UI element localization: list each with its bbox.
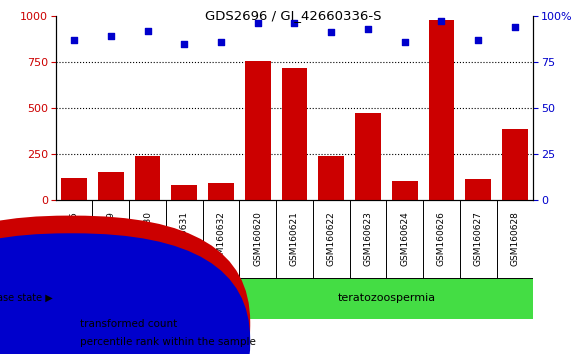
Text: GDS2696 / GI_42660336-S: GDS2696 / GI_42660336-S bbox=[205, 9, 381, 22]
Bar bbox=[318, 156, 344, 200]
Point bbox=[290, 21, 299, 26]
Text: GSM160624: GSM160624 bbox=[400, 212, 409, 266]
Point bbox=[437, 19, 446, 24]
Point bbox=[510, 24, 520, 30]
Bar bbox=[239, 278, 533, 319]
Text: teratozoospermia: teratozoospermia bbox=[338, 293, 435, 303]
Bar bbox=[428, 19, 454, 200]
Point bbox=[400, 39, 410, 45]
Text: percentile rank within the sample: percentile rank within the sample bbox=[80, 337, 256, 347]
Point bbox=[69, 37, 79, 43]
Bar bbox=[171, 185, 197, 200]
Text: GSM160629: GSM160629 bbox=[106, 211, 115, 267]
Text: GSM160631: GSM160631 bbox=[180, 211, 189, 267]
Bar bbox=[56, 278, 239, 319]
Point bbox=[326, 30, 336, 35]
Text: transformed count: transformed count bbox=[80, 319, 178, 329]
Text: GSM160623: GSM160623 bbox=[363, 211, 373, 267]
Bar bbox=[392, 181, 418, 200]
Text: GSM160628: GSM160628 bbox=[510, 211, 519, 267]
Point bbox=[473, 37, 483, 43]
Bar bbox=[135, 156, 161, 200]
Text: GSM160621: GSM160621 bbox=[290, 211, 299, 267]
Bar bbox=[502, 129, 528, 200]
Point bbox=[143, 28, 152, 34]
Text: GSM160622: GSM160622 bbox=[327, 212, 336, 266]
Point bbox=[106, 33, 115, 39]
Text: GSM160625: GSM160625 bbox=[70, 211, 79, 267]
Text: GSM160630: GSM160630 bbox=[143, 211, 152, 267]
Text: GSM160632: GSM160632 bbox=[216, 211, 226, 267]
Point bbox=[216, 39, 226, 45]
Point bbox=[179, 41, 189, 46]
Point bbox=[363, 26, 373, 32]
Bar bbox=[61, 178, 87, 200]
Bar bbox=[245, 61, 271, 200]
Bar bbox=[282, 68, 307, 200]
Text: GSM160627: GSM160627 bbox=[473, 211, 483, 267]
Point bbox=[253, 21, 263, 26]
Bar bbox=[208, 183, 234, 200]
Bar bbox=[465, 179, 491, 200]
Bar bbox=[98, 172, 124, 200]
Text: normal: normal bbox=[128, 293, 167, 303]
Text: GSM160620: GSM160620 bbox=[253, 211, 262, 267]
Text: disease state ▶: disease state ▶ bbox=[0, 293, 53, 303]
Bar bbox=[355, 114, 381, 200]
Text: GSM160626: GSM160626 bbox=[437, 211, 446, 267]
